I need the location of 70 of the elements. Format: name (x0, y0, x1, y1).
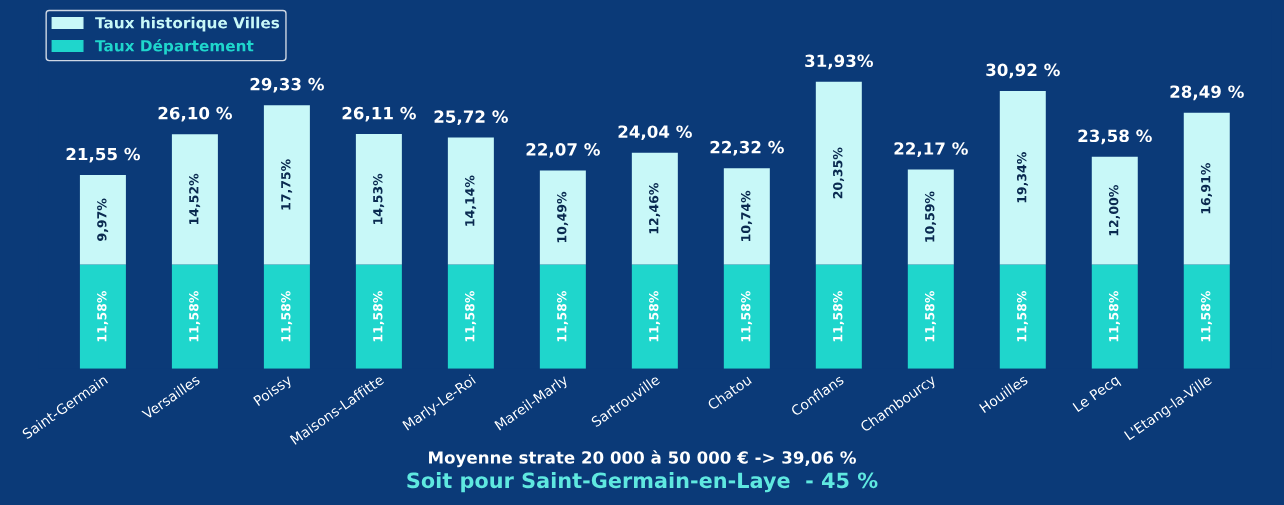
total-label: 31,93% (805, 54, 873, 70)
total-label: 30,92 % (986, 63, 1060, 79)
bar (79, 175, 126, 265)
bar (171, 134, 218, 265)
data-label: 11,58% (1016, 291, 1029, 342)
data-label: 11,58% (281, 291, 293, 342)
data-label: 10,49% (557, 191, 569, 243)
bar (79, 264, 126, 369)
data-label: 11,58% (373, 291, 385, 342)
data-label: 20,35% (832, 147, 845, 199)
data-label: 19,34% (1016, 152, 1029, 203)
data-label: 11,58% (832, 291, 845, 342)
text: Moyenne strate 20 000 à 50 000 € -> 39,06 % (429, 450, 856, 468)
total-label: 24,04 % (618, 125, 692, 141)
total-label: 22,17 % (894, 142, 968, 157)
bar (171, 264, 218, 369)
data-label: 11,58% (1108, 291, 1120, 342)
bar (907, 264, 954, 369)
bar (355, 134, 402, 265)
total-label: 23,58 % (1078, 129, 1152, 145)
bar (723, 168, 770, 265)
legend-label: Taux historique Villes (95, 16, 280, 32)
bar (815, 264, 862, 369)
total-label: 26,11 % (342, 106, 416, 122)
data-label: 16,91% (1200, 163, 1212, 214)
bar (723, 264, 770, 369)
data-label: 11,58% (557, 291, 569, 342)
data-label: 14,14% (465, 175, 477, 226)
bar (539, 264, 586, 369)
bar (999, 90, 1046, 265)
data-label: 11,58% (649, 291, 661, 342)
data-label: 14,52% (189, 173, 201, 225)
bar (907, 169, 954, 265)
total-label: 22,07 % (526, 143, 600, 158)
data-label: 11,58% (741, 291, 753, 342)
legend-label: Taux Département (95, 39, 254, 55)
data-label: 11,58% (924, 291, 937, 342)
bar (447, 264, 494, 369)
data-label: 14,53% (373, 173, 385, 224)
data-label: 10,74% (741, 190, 753, 241)
bar (447, 137, 494, 265)
data-label: 12,00% (1108, 185, 1120, 236)
bar (263, 105, 310, 265)
data-label: 12,46% (649, 183, 661, 234)
bar (631, 264, 678, 369)
x-tick-label: Le Pecq (1072, 374, 1122, 415)
data-label: 17,75% (281, 159, 293, 210)
bar (1091, 156, 1138, 265)
total-label: 25,72 % (434, 110, 508, 126)
bar (263, 264, 310, 369)
bar (631, 152, 678, 265)
total-label: 29,33 % (250, 77, 324, 93)
text: Soit pour Saint-Germain-en-Laye - 45 % (407, 472, 878, 493)
data-label: 11,58% (1200, 291, 1212, 342)
total-label: 22,32 % (710, 140, 784, 156)
bar (539, 170, 586, 265)
data-label: 10,59% (924, 191, 937, 242)
data-label: 11,58% (189, 291, 201, 342)
bar (815, 81, 862, 265)
bar (1091, 264, 1138, 369)
bar (999, 264, 1046, 369)
total-label: 21,55 % (66, 147, 140, 163)
data-label: 11,58% (465, 291, 477, 342)
data-label: 11,58% (97, 291, 109, 342)
data-label: 9,97% (97, 198, 109, 241)
bar (1183, 112, 1230, 265)
total-label: 28,49 % (1170, 85, 1244, 101)
total-label: 26,10 % (158, 106, 232, 122)
bar (355, 264, 402, 369)
bar (1183, 264, 1230, 369)
